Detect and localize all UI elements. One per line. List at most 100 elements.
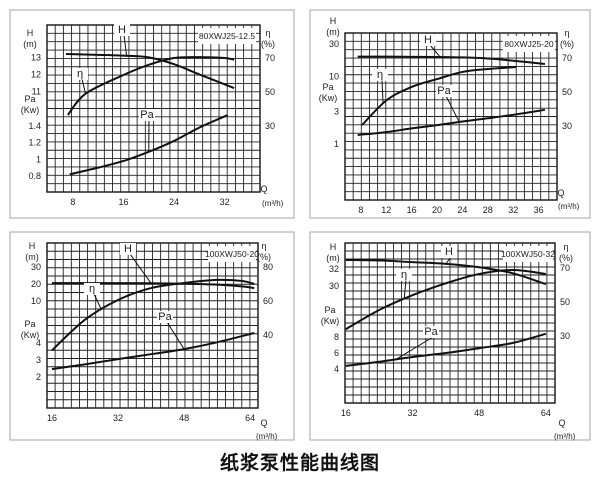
y-tick-label-eta: 30 xyxy=(265,121,275,131)
chart-panel xyxy=(9,9,295,219)
x-tick-label: 16 xyxy=(341,408,351,418)
x-axis-label: Q xyxy=(260,184,267,194)
axis-label-h: H xyxy=(330,16,337,26)
curve-label-bg xyxy=(157,311,173,323)
curve-efficiency xyxy=(361,66,517,126)
curve-label-bg xyxy=(114,24,130,36)
y-tick-label-eta: 40 xyxy=(263,330,273,340)
axis-label-h: H xyxy=(27,28,34,38)
y-tick-label-eta: 30 xyxy=(562,121,572,131)
y-tick-label-pa: 0.8 xyxy=(28,171,41,181)
x-tick-label: 48 xyxy=(474,408,484,418)
x-axis-unit: (m³/h) xyxy=(558,202,580,211)
model-label: 80XWJ25-20 xyxy=(504,39,553,49)
model-label: 80XWJ25-12.5 xyxy=(199,31,255,41)
curve-label-leader xyxy=(166,321,185,350)
curve-label-bg xyxy=(84,283,100,295)
curve-label-leader xyxy=(429,44,441,58)
y-tick-label-h: 30 xyxy=(329,281,339,291)
axis-unit-pa: (Kw) xyxy=(21,330,40,340)
y-tick-label-pa: 1.4 xyxy=(28,121,41,131)
model-label-box xyxy=(503,36,555,52)
y-tick-label-eta: 50 xyxy=(265,87,275,97)
y-tick-label-h: 10 xyxy=(31,296,41,306)
axis-unit-eta: (%) xyxy=(257,252,271,262)
axis-unit-pa: (Kw) xyxy=(21,105,40,115)
axis-label-eta: η xyxy=(265,28,270,38)
y-tick-label-h: 12 xyxy=(31,69,41,79)
x-tick-label: 8 xyxy=(358,205,363,215)
curve-label-leader xyxy=(445,256,452,265)
x-tick-label: 28 xyxy=(483,205,493,215)
curve-label: Pa xyxy=(437,85,451,97)
curve-label-bg xyxy=(396,269,412,281)
x-tick-label: 64 xyxy=(541,408,551,418)
curve-label: H xyxy=(124,243,132,255)
axis-label-pa: Pa xyxy=(322,82,333,92)
curve-label: η xyxy=(401,269,407,281)
y-tick-label-eta: 50 xyxy=(560,297,570,307)
x-tick-label: 32 xyxy=(220,197,230,207)
curve-label-bg xyxy=(436,85,452,97)
x-axis-unit: (m³/h) xyxy=(256,432,278,441)
curve-label-bg xyxy=(139,109,155,121)
curve-label-leader xyxy=(81,78,87,94)
y-tick-label-pa: 1.2 xyxy=(28,138,41,148)
curve-label: η xyxy=(77,68,83,80)
curve-label-bg xyxy=(120,243,136,255)
curve-label: Pa xyxy=(424,326,438,338)
y-tick-label-eta: 70 xyxy=(560,263,570,273)
model-label-box xyxy=(503,246,553,262)
curve-label: Pa xyxy=(158,311,172,323)
axis-label-pa: Pa xyxy=(24,319,35,329)
curve-label: Pa xyxy=(140,109,154,121)
axis-label-pa: Pa xyxy=(24,94,35,104)
curve-label-leader xyxy=(395,336,434,360)
curve-label: η xyxy=(89,283,95,295)
model-label: 100XWJ50-20 xyxy=(205,249,259,259)
curve-label-bg xyxy=(423,326,439,338)
axis-unit-h: (m) xyxy=(326,253,340,263)
curve-label-leader xyxy=(403,279,407,299)
curve-label: H xyxy=(445,246,453,258)
y-tick-label-pa: 1 xyxy=(36,154,41,164)
axis-label-eta: η xyxy=(564,28,569,38)
x-axis-unit: (m³/h) xyxy=(262,199,284,208)
chart-panel xyxy=(309,9,591,219)
axis-unit-h: (m) xyxy=(326,27,340,37)
x-tick-label: 12 xyxy=(381,205,391,215)
x-axis-label: Q xyxy=(558,418,565,428)
x-tick-label: 16 xyxy=(407,205,417,215)
y-tick-label-pa: 6 xyxy=(334,348,339,358)
y-tick-label-pa: 4 xyxy=(36,338,41,348)
y-tick-label-eta: 50 xyxy=(562,87,572,97)
axis-unit-h: (m) xyxy=(23,39,37,49)
x-tick-label: 8 xyxy=(70,197,75,207)
y-tick-label-h: 30 xyxy=(329,39,339,49)
curve-h xyxy=(357,55,546,65)
axis-unit-eta: (%) xyxy=(559,253,573,263)
chart-panel xyxy=(309,231,591,441)
y-tick-label-eta: 80 xyxy=(263,262,273,272)
y-tick-label-eta: 60 xyxy=(263,296,273,306)
x-tick-label: 64 xyxy=(245,413,255,423)
axis-unit-h: (m) xyxy=(25,252,39,262)
y-tick-label-eta: 70 xyxy=(265,53,275,63)
x-tick-label: 32 xyxy=(407,408,417,418)
curve-label-bg xyxy=(372,69,388,81)
y-tick-label-h: 30 xyxy=(31,262,41,272)
axis-unit-pa: (Kw) xyxy=(319,93,338,103)
curve-label-leader xyxy=(445,95,460,123)
curve-efficiency xyxy=(67,56,235,116)
curve-pa xyxy=(51,331,255,371)
x-axis-label: Q xyxy=(557,188,564,198)
axis-unit-eta: (%) xyxy=(560,39,574,49)
y-tick-label-eta: 70 xyxy=(562,53,572,63)
curve-efficiency xyxy=(345,269,546,331)
axis-label-h: H xyxy=(29,241,36,251)
axis-label-eta: η xyxy=(261,241,266,251)
y-tick-label-pa: 2 xyxy=(36,372,41,382)
curve-label-bg xyxy=(420,34,436,46)
y-tick-label-h: 1 xyxy=(334,139,339,149)
